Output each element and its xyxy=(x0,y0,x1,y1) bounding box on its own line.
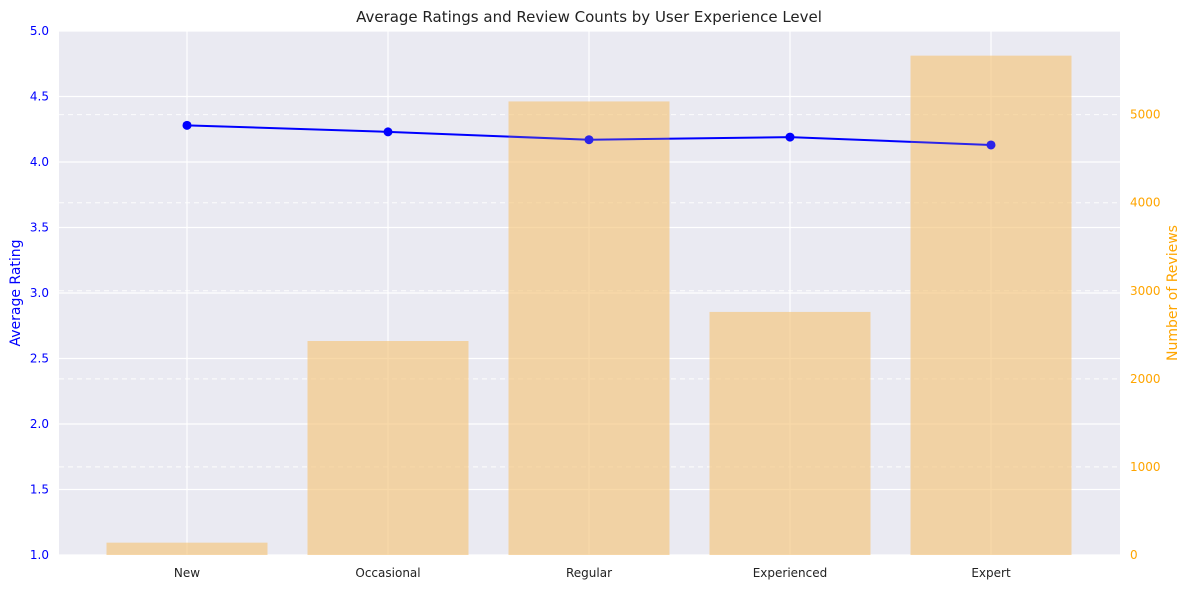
bar-expert xyxy=(910,55,1072,556)
left-tick-label-8: 5.0 xyxy=(30,24,49,38)
x-tick-label-occasional: Occasional xyxy=(355,566,420,580)
left-tick-label-4: 3.0 xyxy=(30,286,49,300)
left-tick-label-7: 4.5 xyxy=(30,90,49,104)
plot-area: New Occasional Regular Experienced Expert 1.0… xyxy=(30,24,1161,580)
left-tick-label-2: 2.0 xyxy=(30,417,49,431)
rating-point-new xyxy=(182,120,192,130)
right-axis-label: Number of Reviews xyxy=(1165,225,1181,361)
x-tick-label-new: New xyxy=(174,566,200,580)
right-tick-label-2: 2000 xyxy=(1130,372,1161,386)
bar-regular xyxy=(508,101,670,555)
rating-point-expert xyxy=(986,140,996,150)
left-tick-label-6: 4.0 xyxy=(30,155,49,169)
right-tick-label-1: 1000 xyxy=(1130,460,1161,474)
left-tick-label-3: 2.5 xyxy=(30,352,49,366)
x-tick-label-regular: Regular xyxy=(566,566,612,580)
x-tick-label-experienced: Experienced xyxy=(753,566,828,580)
right-tick-label-3: 3000 xyxy=(1130,284,1161,298)
x-tick-label-expert: Expert xyxy=(971,566,1011,580)
right-tick-label-0: 0 xyxy=(1130,548,1138,562)
bar-new xyxy=(106,542,268,555)
rating-point-regular xyxy=(584,135,594,145)
left-axis-label: Average Rating xyxy=(8,239,24,346)
right-tick-label-4: 4000 xyxy=(1130,196,1161,210)
bar-occasional xyxy=(307,340,469,555)
rating-point-experienced xyxy=(785,132,795,142)
bar-experienced xyxy=(709,311,871,555)
chart-title: Average Ratings and Review Counts by Use… xyxy=(356,8,822,26)
rating-point-occasional xyxy=(383,127,393,137)
left-tick-label-1: 1.5 xyxy=(30,483,49,497)
right-tick-label-5: 5000 xyxy=(1130,108,1161,122)
left-tick-label-0: 1.0 xyxy=(30,548,49,562)
left-tick-label-5: 3.5 xyxy=(30,221,49,235)
